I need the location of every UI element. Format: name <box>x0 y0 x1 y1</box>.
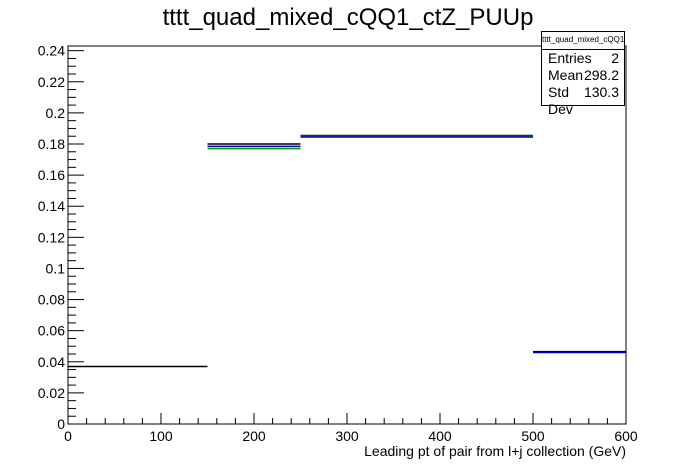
stats-row-entries: Entries 2 <box>542 50 624 67</box>
y-tick-label: 0.04 <box>38 354 65 370</box>
x-tick-label: 500 <box>521 428 545 444</box>
stats-value: 2 <box>611 50 619 66</box>
y-axis: 0 0.02 0.04 0.06 0.08 0.1 0.12 0.14 0.16 0.18 0.2 0… <box>38 43 84 432</box>
stats-label: Mean <box>548 67 584 83</box>
stats-box: tttt_quad_mixed_cQQ1_ctZ_PUUp Entries 2 … <box>541 31 625 117</box>
y-tick-label: 0 <box>57 416 65 432</box>
x-tick-label: 400 <box>428 428 452 444</box>
x-tick-label: 100 <box>149 428 173 444</box>
y-tick-label: 0.08 <box>38 292 65 308</box>
y-tick-label: 0.1 <box>46 260 66 276</box>
stats-row-std-dev: Std Dev 130.3 <box>542 84 624 117</box>
y-tick-label: 0.18 <box>38 136 65 152</box>
stats-row-mean: Mean 298.2 <box>542 67 624 84</box>
stats-box-title: tttt_quad_mixed_cQQ1_ctZ_PUUp <box>542 32 624 50</box>
y-tick-label: 0.02 <box>38 385 65 401</box>
stats-value: 298.2 <box>583 67 619 83</box>
y-tick-label: 0.16 <box>38 167 65 183</box>
x-tick-label: 300 <box>335 428 359 444</box>
x-axis-label: Leading pt of pair from l+j collection (… <box>364 443 626 459</box>
x-tick-label: 0 <box>64 428 72 444</box>
x-tick-label: 200 <box>242 428 266 444</box>
y-tick-label: 0.22 <box>38 74 65 90</box>
y-tick-label: 0.06 <box>38 323 65 339</box>
y-tick-label: 0.14 <box>38 198 65 214</box>
stats-label: Entries <box>548 50 592 66</box>
y-tick-label: 0.2 <box>46 105 66 121</box>
stats-label: Std Dev <box>548 84 573 117</box>
x-axis: 0 100 200 300 400 500 600 <box>64 413 638 444</box>
y-tick-label: 0.24 <box>38 43 65 59</box>
x-tick-label: 600 <box>614 428 638 444</box>
chart-title: tttt_quad_mixed_cQQ1_ctZ_PUUp <box>162 4 534 31</box>
stats-value: 130.3 <box>583 84 619 100</box>
histogram-bars <box>68 134 626 368</box>
y-tick-label: 0.12 <box>38 229 65 245</box>
